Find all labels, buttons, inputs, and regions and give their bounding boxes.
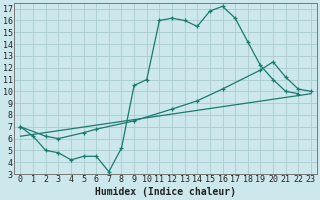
X-axis label: Humidex (Indice chaleur): Humidex (Indice chaleur) [95,187,236,197]
